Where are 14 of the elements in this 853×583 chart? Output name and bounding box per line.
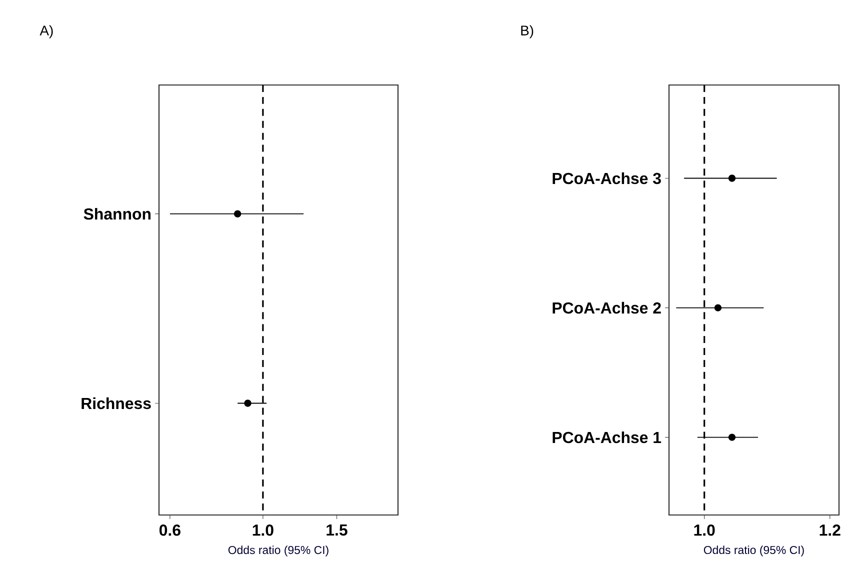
- x-tick-label: 1.0: [252, 524, 274, 536]
- text: A): [40, 25, 53, 38]
- x-axis-title: Odds ratio (95% CI): [704, 546, 804, 556]
- x-tick-label: 1.2: [820, 524, 840, 536]
- y-tick-label: PCoA-Achse 2: [552, 302, 661, 314]
- y-tick-label: Richness: [82, 397, 151, 410]
- y-tick-label: PCoA-Achse 3: [552, 172, 661, 184]
- x-axis-title: Odds ratio (95% CI): [228, 546, 328, 556]
- x-tick-label: 0.6: [159, 524, 180, 536]
- x-tick-label: 1.0: [694, 524, 715, 536]
- y-tick-label: Shannon: [84, 208, 151, 220]
- x-tick-label: 1.5: [326, 524, 348, 536]
- y-tick-label: PCoA-Achse 1: [552, 431, 662, 444]
- text: B): [521, 25, 534, 38]
